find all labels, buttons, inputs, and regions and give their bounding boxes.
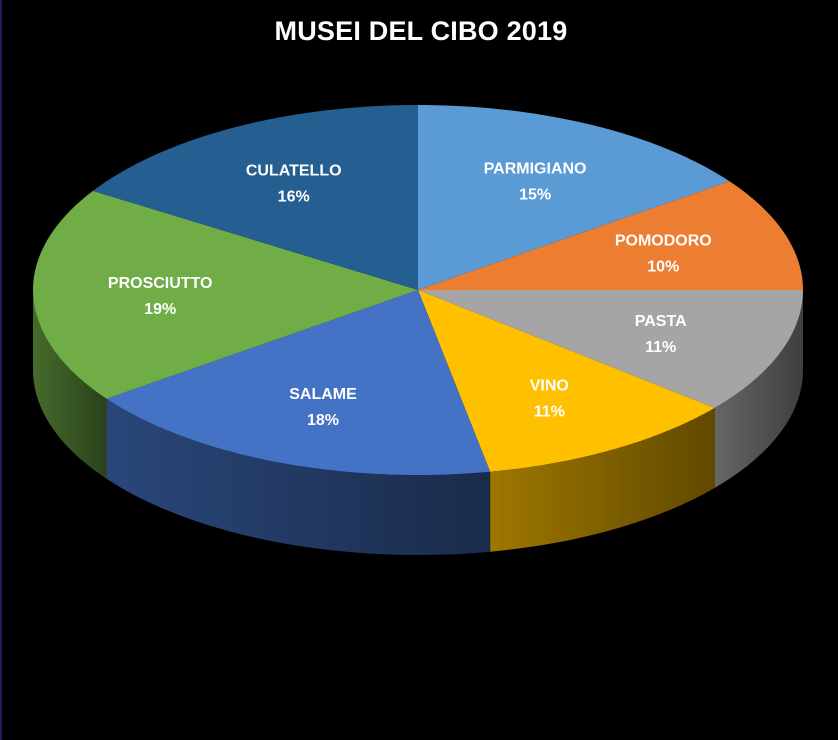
pie-sides	[33, 290, 803, 555]
pie-tops	[33, 105, 803, 475]
pie-slice-salame	[106, 290, 491, 475]
chart-title: MUSEI DEL CIBO 2019	[274, 16, 568, 46]
pie-slice-culatello	[92, 105, 419, 290]
pie-slice-parmigiano	[418, 105, 730, 290]
slice-percent-parmigiano: 15%	[519, 187, 551, 204]
pie-side-salame	[106, 398, 491, 555]
pie-slice-prosciutto	[33, 190, 418, 399]
pie-slice-pasta	[418, 290, 803, 408]
slice-percent-pasta: 11%	[645, 339, 676, 356]
slice-percent-prosciutto: 19%	[144, 301, 176, 318]
slice-percent-culatello: 16%	[278, 188, 310, 205]
slice-label-vino: VINO	[530, 378, 569, 395]
pie-labels: PARMIGIANO 15% POMODORO 10% PASTA 11% VINO 11% S…	[108, 161, 712, 430]
pie-side-vino	[490, 407, 715, 552]
slice-label-pomodoro: POMODORO	[615, 233, 712, 250]
pie-side-pasta	[714, 290, 803, 488]
slice-label-prosciutto: PROSCIUTTO	[108, 275, 213, 292]
slice-percent-pomodoro: 10%	[647, 259, 679, 276]
pie-slice-vino	[418, 290, 715, 472]
slice-percent-salame: 18%	[307, 412, 339, 429]
slice-percent-vino: 11%	[534, 404, 565, 421]
pie-slice-pomodoro	[418, 181, 803, 290]
pie-side-prosciutto	[33, 290, 107, 479]
slice-label-salame: SALAME	[289, 386, 357, 403]
slice-label-culatello: CULATELLO	[246, 162, 342, 179]
slice-label-parmigiano: PARMIGIANO	[484, 161, 587, 178]
slice-label-pasta: PASTA	[635, 313, 687, 330]
